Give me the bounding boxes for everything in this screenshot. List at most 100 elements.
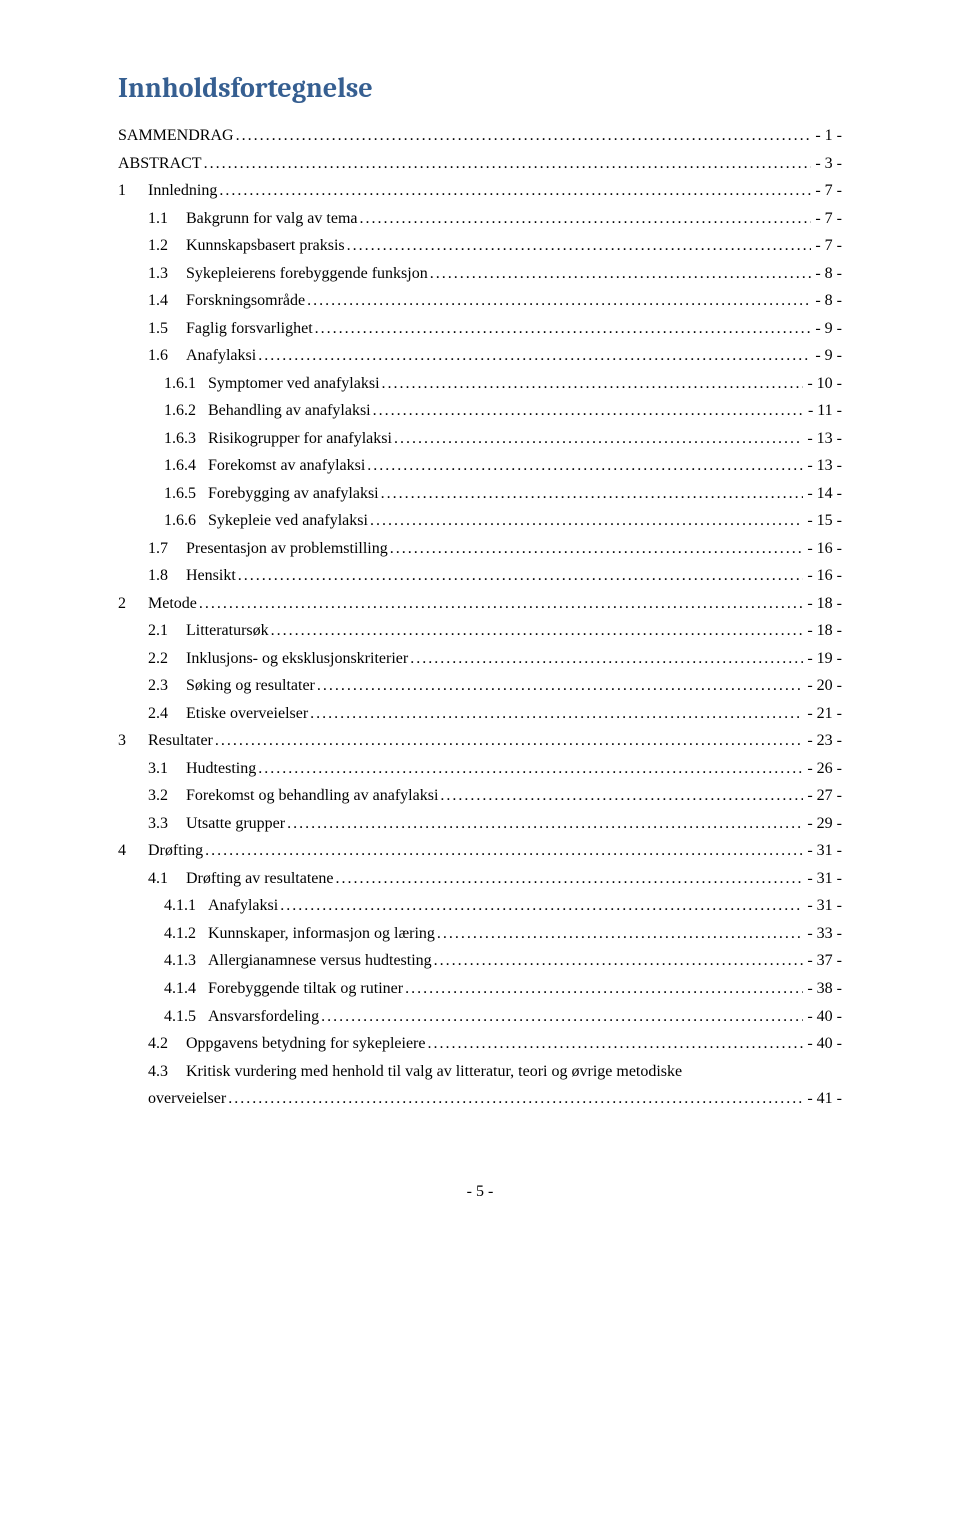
toc-entry: overveielser - 41 - [118, 1085, 842, 1113]
toc-entry-page: - 33 - [803, 920, 842, 948]
toc-entry-number: 3 [118, 727, 148, 755]
toc-leader-dots [435, 920, 803, 948]
toc-entry: 4.1Drøfting av resultatene - 31 - [118, 865, 842, 893]
toc-entry-page: - 31 - [803, 865, 842, 893]
toc-entry-page: - 7 - [811, 177, 842, 205]
toc-entry-number: 1.7 [148, 535, 186, 563]
toc-entry-number: 1.6.3 [164, 425, 208, 453]
toc-entry-page: - 13 - [803, 425, 842, 453]
toc-entry-page: - 13 - [803, 452, 842, 480]
toc-entry: 4.1.3Allergianamnese versus hudtesting -… [118, 947, 842, 975]
toc-entry-label: Allergianamnese versus hudtesting [208, 947, 432, 975]
toc-entry-page: - 18 - [803, 617, 842, 645]
toc-leader-dots [285, 810, 803, 838]
toc-entry: 4.1.2Kunnskaper, informasjon og læring -… [118, 920, 842, 948]
toc-entry: 2Metode - 18 - [118, 590, 842, 618]
toc-leader-dots [197, 590, 803, 618]
toc-entry: SAMMENDRAG - 1 - [118, 122, 842, 150]
toc-entry-number: 4.1.2 [164, 920, 208, 948]
toc-entry: 3.2Forekomst og behandling av anafylaksi… [118, 782, 842, 810]
toc-entry-number: 1.5 [148, 315, 186, 343]
toc-leader-dots [403, 975, 803, 1003]
toc-entry-number: 1.6.6 [164, 507, 208, 535]
toc-entry-label: overveielser [148, 1085, 226, 1113]
toc-entry-number: 3.1 [148, 755, 186, 783]
toc-entry-number: 3.3 [148, 810, 186, 838]
toc-leader-dots [358, 205, 812, 233]
toc-entry-page: - 8 - [811, 260, 842, 288]
toc-entry-label: Forekomst og behandling av anafylaksi [186, 782, 438, 810]
toc-entry-number: 1.2 [148, 232, 186, 260]
toc-entry: 1.4Forskningsområde - 8 - [118, 287, 842, 315]
toc-entry: 1.6.4Forekomst av anafylaksi - 13 - [118, 452, 842, 480]
toc-entry: 4.1.4Forebyggende tiltak og rutiner - 38… [118, 975, 842, 1003]
toc-entry: 2.4Etiske overveielser - 21 - [118, 700, 842, 728]
toc-entry-label: Kunnskaper, informasjon og læring [208, 920, 435, 948]
page-number-footer: - 5 - [118, 1183, 842, 1201]
toc-leader-dots [438, 782, 803, 810]
toc-leader-dots [371, 397, 804, 425]
toc-entry: 2.2Inklusjons- og eksklusjonskriterier -… [118, 645, 842, 673]
toc-entry-page: - 14 - [803, 480, 842, 508]
toc-entry-page: - 20 - [803, 672, 842, 700]
toc-entry: 4.1.1Anafylaksi - 31 - [118, 892, 842, 920]
toc-entry-page: - 9 - [811, 342, 842, 370]
toc-entry-number: 1.6.4 [164, 452, 208, 480]
toc-entry-label: Ansvarsfordeling [208, 1003, 319, 1031]
toc-leader-dots [202, 150, 812, 178]
toc-entry-page: - 31 - [803, 892, 842, 920]
toc-entry-label: Faglig forsvarlighet [186, 315, 313, 343]
toc-title: Innholdsfortegnelse [118, 72, 842, 104]
toc-entry: 1.6Anafylaksi - 9 - [118, 342, 842, 370]
toc-entry-page: - 15 - [803, 507, 842, 535]
toc-entry-number: 2.1 [148, 617, 186, 645]
toc-leader-dots [425, 1030, 803, 1058]
toc-entry: 1Innledning - 7 - [118, 177, 842, 205]
toc-leader-dots [217, 177, 811, 205]
toc-entry-page: - 16 - [803, 535, 842, 563]
toc-entry-label: Sykepleierens forebyggende funksjon [186, 260, 428, 288]
toc-entry-label: Kritisk vurdering med henhold til valg a… [186, 1058, 682, 1086]
toc-entry-label: Drøfting av resultatene [186, 865, 334, 893]
toc-entry-number: 4.2 [148, 1030, 186, 1058]
toc-leader-dots [380, 370, 804, 398]
toc-entry-page: - 11 - [804, 397, 842, 425]
toc-entry: 3.1Hudtesting - 26 - [118, 755, 842, 783]
toc-entry-page: - 7 - [811, 205, 842, 233]
toc-leader-dots [315, 672, 803, 700]
toc-entry-label: Bakgrunn for valg av tema [186, 205, 358, 233]
toc-entry: 1.5Faglig forsvarlighet - 9 - [118, 315, 842, 343]
toc-entry-page: - 26 - [803, 755, 842, 783]
toc-entry-number: 2.3 [148, 672, 186, 700]
toc-entry-number: 4.1.4 [164, 975, 208, 1003]
toc-entry-label: Forskningsområde [186, 287, 305, 315]
toc-leader-dots [213, 727, 803, 755]
toc-entry-label: Litteratursøk [186, 617, 269, 645]
toc-leader-dots [308, 700, 803, 728]
toc-entry: 3Resultater - 23 - [118, 727, 842, 755]
toc-leader-dots [226, 1085, 803, 1113]
toc-entry-page: - 38 - [803, 975, 842, 1003]
toc-entry-number: 4.1.1 [164, 892, 208, 920]
toc-entry-label: Forebyggende tiltak og rutiner [208, 975, 403, 1003]
toc-entry-number: 1.6.5 [164, 480, 208, 508]
toc-entry-page: - 37 - [803, 947, 842, 975]
toc-entry-page: - 8 - [811, 287, 842, 315]
toc-leader-dots [428, 260, 812, 288]
toc-leader-dots [256, 755, 803, 783]
toc-entry-label: Inklusjons- og eksklusjonskriterier [186, 645, 408, 673]
toc-entry-label: Drøfting [148, 837, 203, 865]
toc-entry-label: Metode [148, 590, 197, 618]
toc-entry: 2.1Litteratursøk - 18 - [118, 617, 842, 645]
toc-entry: 1.7Presentasjon av problemstilling - 16 … [118, 535, 842, 563]
toc-entry-label: Hudtesting [186, 755, 256, 783]
toc-entry-page: - 40 - [803, 1030, 842, 1058]
toc-entry-page: - 31 - [803, 837, 842, 865]
toc-leader-dots [269, 617, 804, 645]
toc-leader-dots [313, 315, 812, 343]
toc-entry: 4.1.5Ansvarsfordeling - 40 - [118, 1003, 842, 1031]
toc-entry-page: - 3 - [811, 150, 842, 178]
toc-entry-page: - 1 - [811, 122, 842, 150]
toc-entry-number: 2.2 [148, 645, 186, 673]
toc-leader-dots [379, 480, 804, 508]
